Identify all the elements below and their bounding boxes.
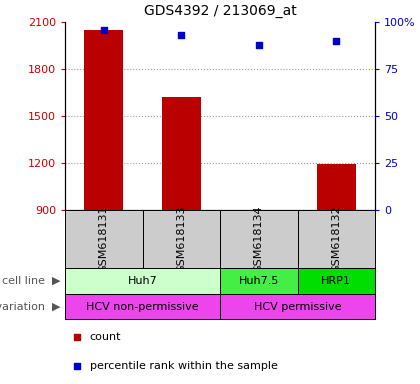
Bar (297, 210, 375, 268)
Text: percentile rank within the sample: percentile rank within the sample (90, 361, 278, 371)
Text: GSM618133: GSM618133 (176, 205, 186, 273)
Text: HRP1: HRP1 (321, 276, 351, 286)
Point (255, 41, 262, 48)
Point (74, 334, 81, 340)
Text: Huh7: Huh7 (128, 276, 158, 286)
Point (333, 38, 340, 44)
Bar (65, 210, 142, 268)
Bar (162, 97, 201, 210)
Bar (220, 210, 297, 268)
Text: GSM618134: GSM618134 (254, 205, 264, 273)
Text: cell line  ▶: cell line ▶ (2, 276, 61, 286)
Text: HCV non-permissive: HCV non-permissive (86, 301, 199, 311)
Text: HCV permissive: HCV permissive (254, 301, 341, 311)
Title: GDS4392 / 213069_at: GDS4392 / 213069_at (144, 4, 297, 18)
Text: Huh7.5: Huh7.5 (239, 276, 279, 286)
Bar (65, 268, 220, 294)
Bar (65, 294, 220, 319)
Text: count: count (90, 332, 121, 342)
Bar (220, 268, 297, 294)
Point (100, 26, 107, 33)
Bar (84, 30, 123, 210)
Text: GSM618132: GSM618132 (331, 205, 341, 273)
Bar (142, 210, 220, 268)
Point (74, 363, 81, 369)
Text: genotype/variation  ▶: genotype/variation ▶ (0, 301, 61, 311)
Bar (220, 294, 375, 319)
Text: GSM618131: GSM618131 (99, 205, 109, 273)
Bar (297, 268, 375, 294)
Point (178, 32, 185, 38)
Bar (317, 164, 356, 210)
